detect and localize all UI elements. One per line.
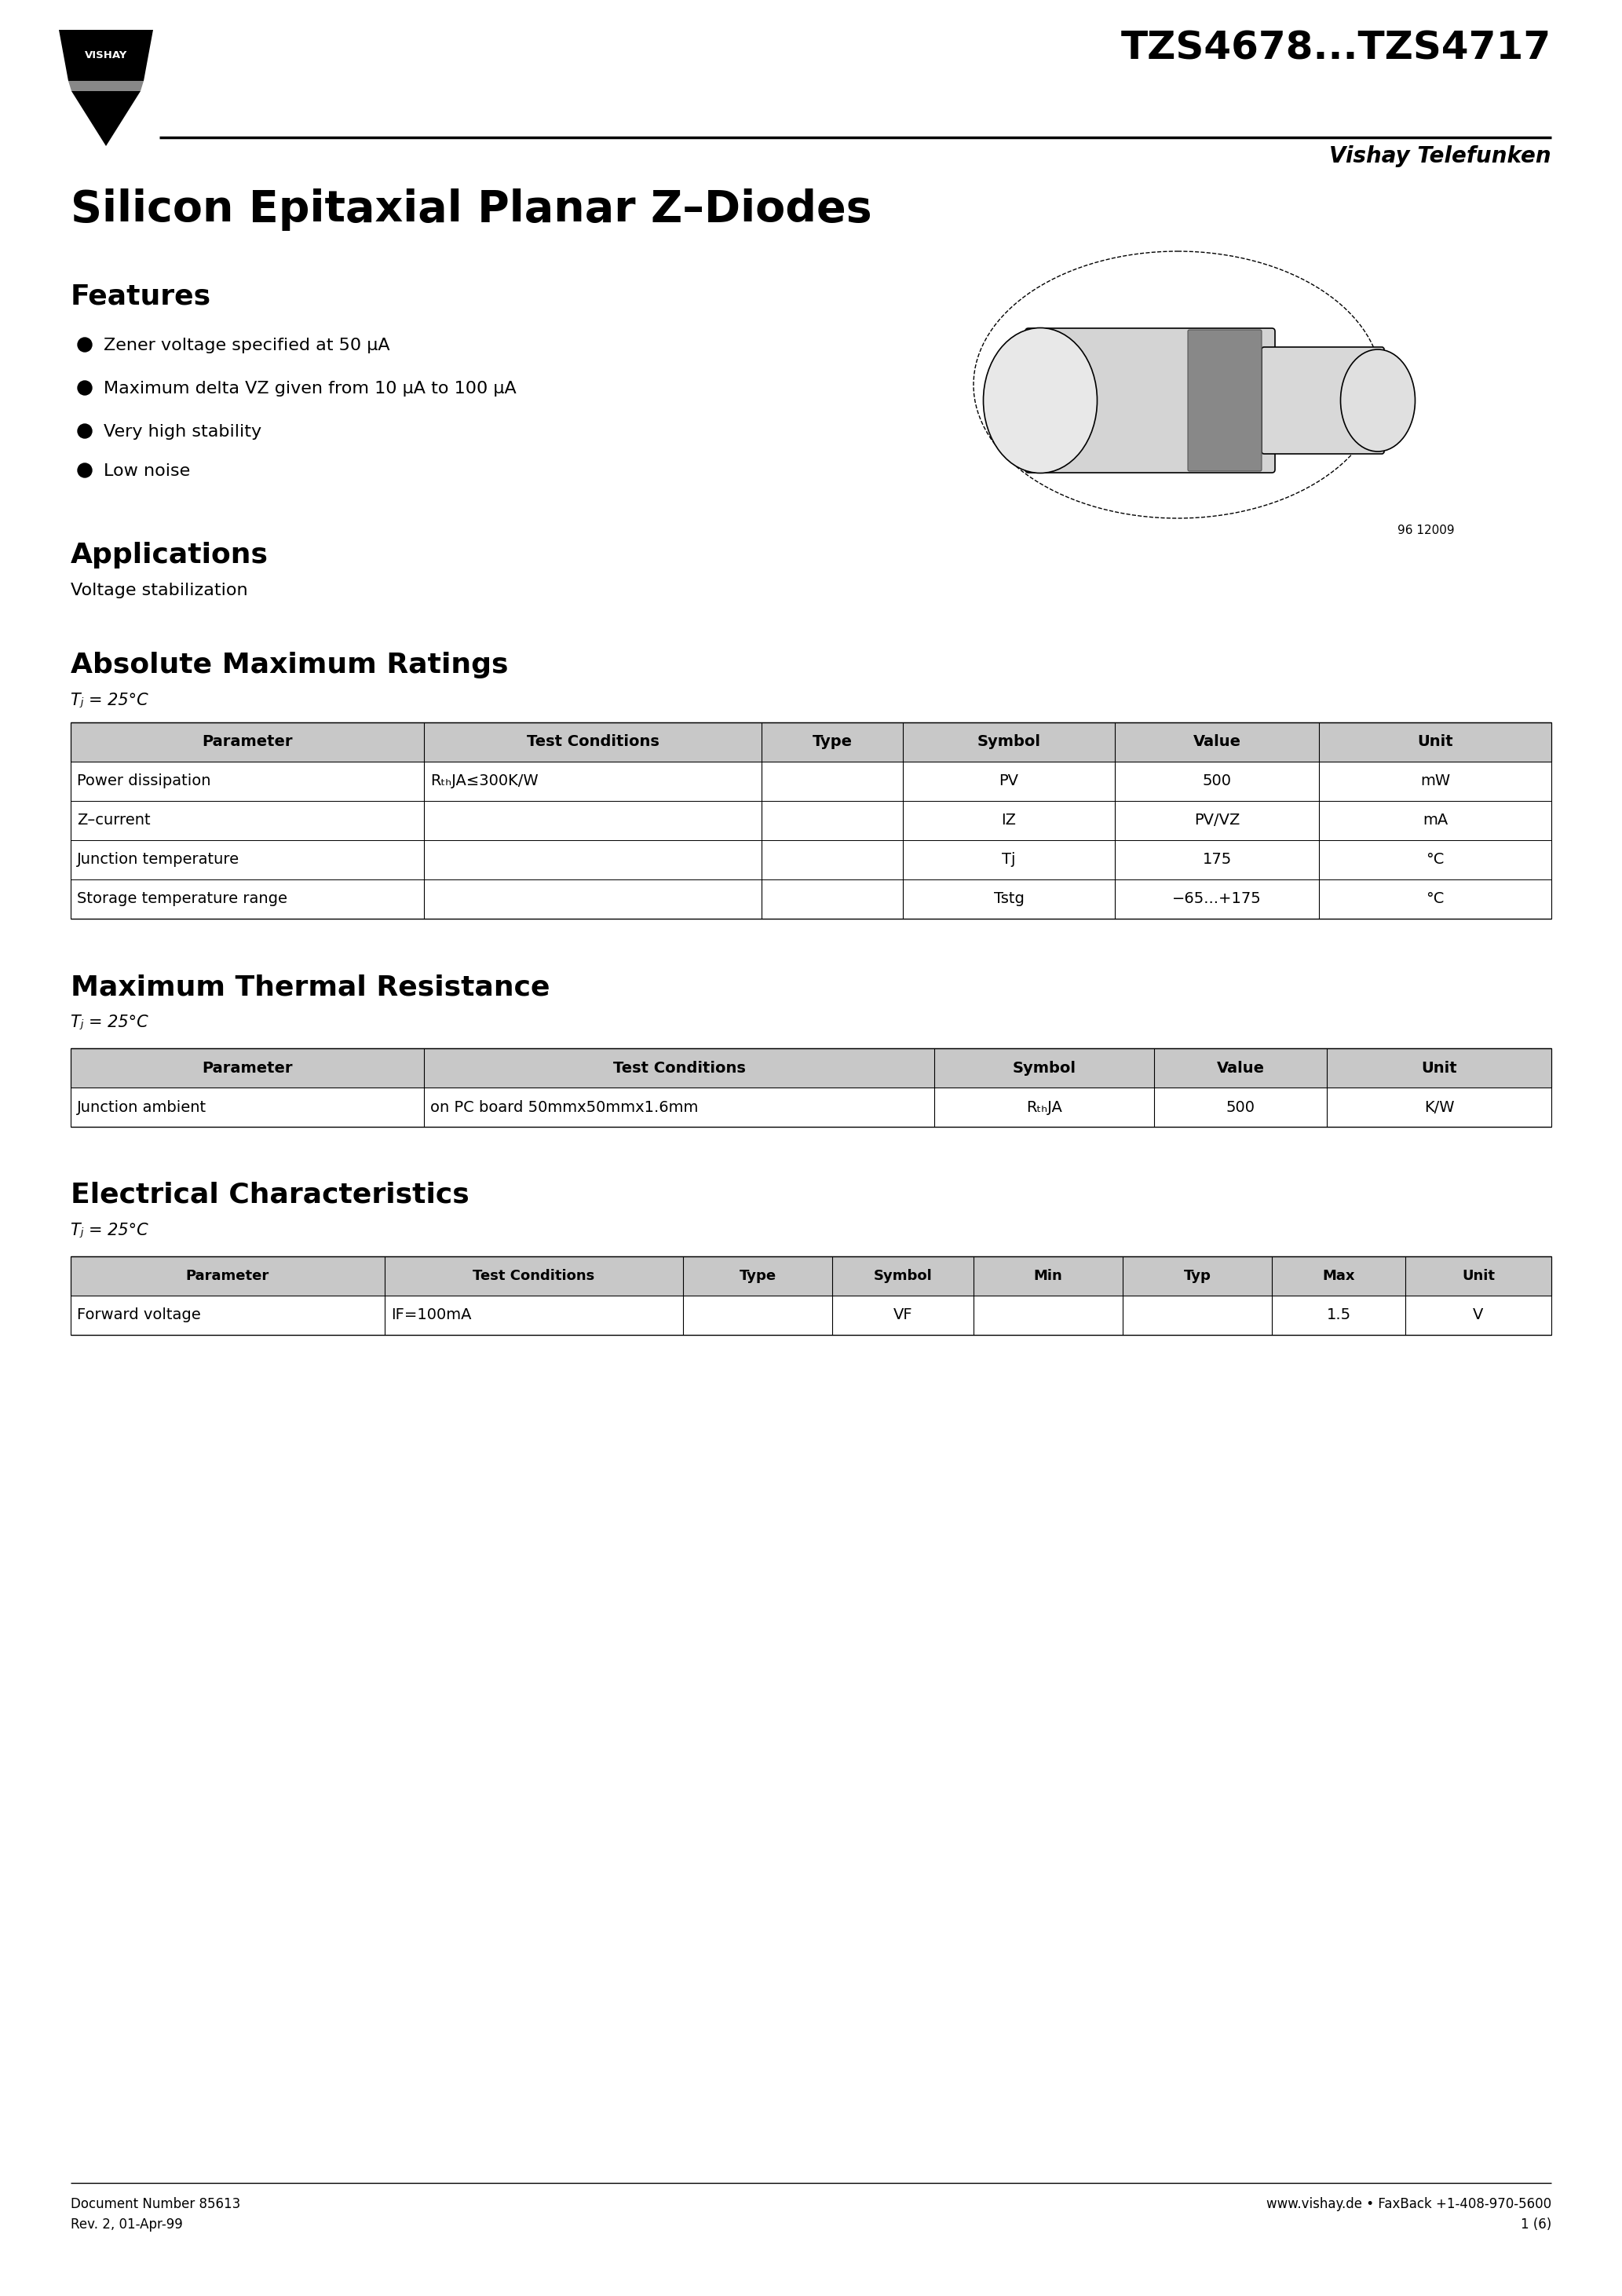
FancyBboxPatch shape bbox=[1262, 347, 1384, 455]
Text: Junction temperature: Junction temperature bbox=[76, 852, 240, 868]
Text: Rev. 2, 01-Apr-99: Rev. 2, 01-Apr-99 bbox=[71, 2218, 183, 2232]
Circle shape bbox=[78, 464, 92, 478]
Text: IF=100mA: IF=100mA bbox=[391, 1309, 472, 1322]
Text: Z–current: Z–current bbox=[76, 813, 151, 829]
Text: Unit: Unit bbox=[1421, 1061, 1457, 1075]
Text: Parameter: Parameter bbox=[203, 735, 292, 748]
Text: 500: 500 bbox=[1202, 774, 1231, 790]
Text: mA: mA bbox=[1422, 813, 1448, 829]
Text: Symbol: Symbol bbox=[874, 1270, 933, 1283]
Text: VF: VF bbox=[894, 1309, 913, 1322]
Text: °C: °C bbox=[1426, 852, 1444, 868]
Text: Min: Min bbox=[1033, 1270, 1062, 1283]
Bar bbox=[71, 879, 1551, 918]
Bar bbox=[71, 762, 1551, 801]
Text: Applications: Applications bbox=[71, 542, 269, 569]
Text: Storage temperature range: Storage temperature range bbox=[76, 891, 287, 907]
Text: Silicon Epitaxial Planar Z–Diodes: Silicon Epitaxial Planar Z–Diodes bbox=[71, 188, 873, 232]
Bar bbox=[71, 1049, 1551, 1088]
Polygon shape bbox=[58, 30, 152, 80]
Bar bbox=[71, 801, 1551, 840]
Text: Junction ambient: Junction ambient bbox=[76, 1100, 206, 1114]
Text: Tstg: Tstg bbox=[994, 891, 1023, 907]
Text: Vishay Telefunken: Vishay Telefunken bbox=[1330, 145, 1551, 168]
Text: Parameter: Parameter bbox=[187, 1270, 269, 1283]
Text: Typ: Typ bbox=[1184, 1270, 1212, 1283]
Bar bbox=[71, 723, 1551, 762]
Text: Tj: Tj bbox=[1002, 852, 1015, 868]
Circle shape bbox=[78, 338, 92, 351]
Text: Document Number 85613: Document Number 85613 bbox=[71, 2197, 240, 2211]
Text: PV/VZ: PV/VZ bbox=[1194, 813, 1239, 829]
Text: Type: Type bbox=[740, 1270, 775, 1283]
Text: Value: Value bbox=[1216, 1061, 1265, 1075]
Bar bbox=[71, 1256, 1551, 1295]
Text: TZS4678...TZS4717: TZS4678...TZS4717 bbox=[1121, 30, 1551, 67]
Ellipse shape bbox=[1340, 349, 1414, 452]
Text: K/W: K/W bbox=[1424, 1100, 1455, 1114]
Text: VISHAY: VISHAY bbox=[84, 51, 128, 62]
Ellipse shape bbox=[983, 328, 1096, 473]
Circle shape bbox=[78, 381, 92, 395]
Text: Power dissipation: Power dissipation bbox=[76, 774, 211, 790]
Text: Zener voltage specified at 50 μA: Zener voltage specified at 50 μA bbox=[104, 338, 389, 354]
Text: Very high stability: Very high stability bbox=[104, 425, 261, 441]
Text: Test Conditions: Test Conditions bbox=[613, 1061, 746, 1075]
Text: 1 (6): 1 (6) bbox=[1520, 2218, 1551, 2232]
Text: Test Conditions: Test Conditions bbox=[474, 1270, 595, 1283]
Text: Tⱼ = 25°C: Tⱼ = 25°C bbox=[71, 1221, 148, 1238]
Text: Maximum delta VZ given from 10 μA to 100 μA: Maximum delta VZ given from 10 μA to 100… bbox=[104, 381, 516, 397]
Text: PV: PV bbox=[999, 774, 1019, 790]
Text: Max: Max bbox=[1322, 1270, 1354, 1283]
Text: 1.5: 1.5 bbox=[1327, 1309, 1351, 1322]
Text: Value: Value bbox=[1192, 735, 1241, 748]
Text: Forward voltage: Forward voltage bbox=[76, 1309, 201, 1322]
Text: °C: °C bbox=[1426, 891, 1444, 907]
FancyBboxPatch shape bbox=[1187, 331, 1262, 471]
Bar bbox=[71, 840, 1551, 879]
Text: Maximum Thermal Resistance: Maximum Thermal Resistance bbox=[71, 974, 550, 1001]
Text: Test Conditions: Test Conditions bbox=[527, 735, 659, 748]
Text: Tⱼ = 25°C: Tⱼ = 25°C bbox=[71, 693, 148, 707]
Circle shape bbox=[78, 425, 92, 439]
Text: Features: Features bbox=[71, 282, 211, 310]
Text: Symbol: Symbol bbox=[976, 735, 1041, 748]
Text: 500: 500 bbox=[1226, 1100, 1255, 1114]
Text: −65...+175: −65...+175 bbox=[1173, 891, 1262, 907]
Bar bbox=[71, 1088, 1551, 1127]
Text: Voltage stabilization: Voltage stabilization bbox=[71, 583, 248, 599]
Text: Symbol: Symbol bbox=[1012, 1061, 1075, 1075]
Text: mW: mW bbox=[1421, 774, 1450, 790]
Text: Tⱼ = 25°C: Tⱼ = 25°C bbox=[71, 1015, 148, 1031]
Text: on PC board 50mmx50mmx1.6mm: on PC board 50mmx50mmx1.6mm bbox=[430, 1100, 697, 1114]
Text: V: V bbox=[1473, 1309, 1484, 1322]
Text: Absolute Maximum Ratings: Absolute Maximum Ratings bbox=[71, 652, 508, 677]
Text: Unit: Unit bbox=[1418, 735, 1453, 748]
Text: Low noise: Low noise bbox=[104, 464, 190, 480]
Text: www.vishay.de • FaxBack +1-408-970-5600: www.vishay.de • FaxBack +1-408-970-5600 bbox=[1267, 2197, 1551, 2211]
Text: 96 12009: 96 12009 bbox=[1398, 523, 1455, 537]
Text: Unit: Unit bbox=[1461, 1270, 1495, 1283]
Text: Type: Type bbox=[813, 735, 852, 748]
Polygon shape bbox=[68, 80, 144, 92]
Text: Parameter: Parameter bbox=[203, 1061, 292, 1075]
Text: IZ: IZ bbox=[1001, 813, 1017, 829]
Bar bbox=[71, 1295, 1551, 1334]
Text: Electrical Characteristics: Electrical Characteristics bbox=[71, 1182, 469, 1208]
Text: RₜₕJA: RₜₕJA bbox=[1027, 1100, 1062, 1114]
Text: RₜₕJA≤300K/W: RₜₕJA≤300K/W bbox=[430, 774, 539, 790]
Text: 175: 175 bbox=[1202, 852, 1231, 868]
FancyBboxPatch shape bbox=[1025, 328, 1275, 473]
Polygon shape bbox=[71, 92, 141, 147]
